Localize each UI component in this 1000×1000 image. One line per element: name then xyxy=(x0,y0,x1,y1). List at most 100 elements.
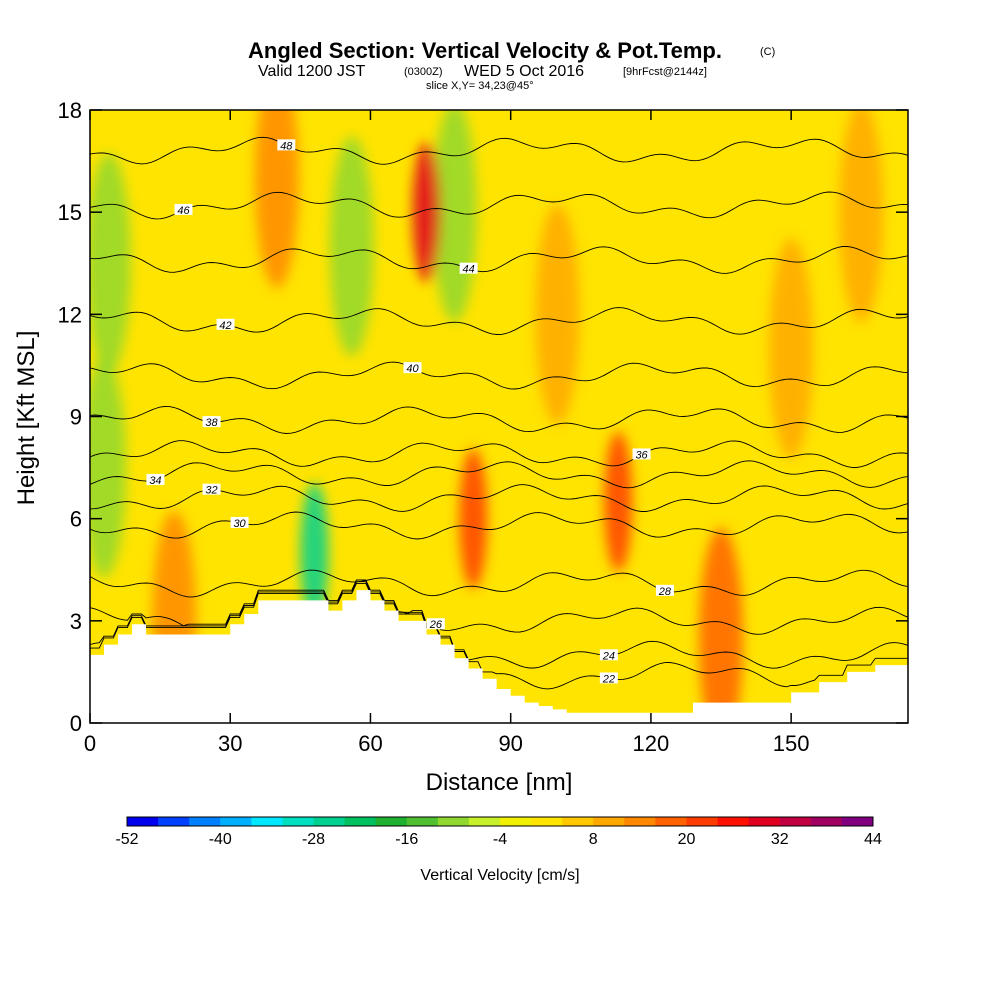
velocity-feature xyxy=(412,142,441,283)
isentrope-label-box xyxy=(599,672,618,684)
y-tick-label: 0 xyxy=(70,711,82,736)
x-tick-label: 30 xyxy=(218,731,242,756)
colorbar-swatch xyxy=(562,817,594,826)
velocity-feature xyxy=(535,204,580,425)
colorbar-tick-label: -4 xyxy=(493,831,507,848)
colorbar-swatch xyxy=(220,817,252,826)
x-axis-label: Distance [nm] xyxy=(426,769,573,796)
isentrope-label: 36 xyxy=(635,449,648,461)
colorbar-swatch xyxy=(500,817,532,826)
y-tick-label: 6 xyxy=(70,507,82,532)
velocity-feature xyxy=(769,238,814,459)
colorbar-frame xyxy=(126,816,874,827)
colorbar-tick-label: -52 xyxy=(115,831,138,848)
subtitle-utc: (0300Z) xyxy=(404,66,443,78)
colorbar xyxy=(126,816,874,827)
contour-labels: 22 24 26 28 30 32 34 36 38 40 42 44 46 48 xyxy=(146,139,674,685)
isentrope-line xyxy=(90,440,908,468)
subtitle-valid: Valid 1200 JST xyxy=(258,63,366,80)
isentrope-label-box xyxy=(459,262,478,274)
isentrope-label-box xyxy=(230,516,249,528)
y-tick-label: 15 xyxy=(58,200,82,225)
isentrope-label-box xyxy=(277,139,296,151)
chart-title: Angled Section: Vertical Velocity & Pot.… xyxy=(248,38,722,63)
colorbar-swatch xyxy=(593,817,625,826)
isentrope-label: 32 xyxy=(205,485,217,497)
isentrope-label-box xyxy=(599,649,618,661)
isentrope-label: 44 xyxy=(462,264,474,276)
isentrope-line xyxy=(90,460,908,489)
x-tick-label: 90 xyxy=(498,731,522,756)
x-tick-label: 0 xyxy=(84,731,96,756)
isentrope-label-box xyxy=(216,318,235,330)
isentrope-line xyxy=(90,569,908,598)
colorbar-tick-labels: -52 -40 -28 -16 -4 8 20 32 44 xyxy=(115,831,882,848)
colorbar-swatch xyxy=(810,817,843,826)
isentrope-line xyxy=(90,579,908,635)
x-axis-ticks: 0 30 60 90 120 150 xyxy=(84,110,810,756)
colorbar-swatch xyxy=(841,817,874,826)
isentrope-label: 26 xyxy=(429,619,443,631)
isentrope-label: 46 xyxy=(177,205,190,217)
y-tick-label: 18 xyxy=(58,98,82,123)
colorbar-swatch xyxy=(375,817,408,826)
velocity-feature xyxy=(90,357,127,578)
velocity-feature xyxy=(699,527,744,723)
isentrope-line xyxy=(90,191,908,220)
colorbar-swatch xyxy=(686,817,719,826)
isentrope-label: 34 xyxy=(149,475,161,487)
colorbar-tick-label: -40 xyxy=(209,831,232,848)
isentrope-label: 24 xyxy=(602,650,615,662)
isentrope-line xyxy=(90,246,908,274)
colorbar-label: Vertical Velocity [cm/s] xyxy=(420,867,579,884)
title-mark: (C) xyxy=(760,46,775,58)
colorbar-swatch xyxy=(313,817,346,826)
x-tick-label: 120 xyxy=(633,731,670,756)
colorbar-tick-label: 8 xyxy=(589,831,598,848)
colorbar-swatch xyxy=(748,817,781,826)
colorbar-tick-label: -28 xyxy=(302,831,325,848)
subtitle-date: WED 5 Oct 2016 xyxy=(464,63,584,80)
isentrope-label-box xyxy=(632,448,651,460)
isentrope-line xyxy=(90,136,908,165)
isentrope-label-box xyxy=(174,203,193,215)
isentrope-line xyxy=(90,361,908,390)
isentrope-label: 30 xyxy=(233,518,246,530)
colorbar-swatch xyxy=(531,817,563,826)
velocity-feature xyxy=(254,110,299,289)
y-tick-label: 12 xyxy=(58,302,82,327)
velocity-feature xyxy=(604,431,633,572)
colorbar-swatch xyxy=(251,817,283,826)
colorbar-swatch xyxy=(468,817,501,826)
colorbar-tick-label: 44 xyxy=(864,831,882,848)
y-tick-label: 9 xyxy=(70,405,82,430)
isentrope-label-box xyxy=(403,362,422,374)
isentrope-label: 40 xyxy=(406,363,419,375)
colorbar-swatch xyxy=(282,817,314,826)
colorbar-swatch xyxy=(158,817,190,826)
isentrope-label-box xyxy=(146,473,165,485)
isentrope-label-box xyxy=(202,483,221,495)
colorbar-tick-label: 20 xyxy=(678,831,696,848)
colorbar-swatch xyxy=(189,817,221,826)
velocity-feature xyxy=(329,136,374,357)
colorbar-swatch xyxy=(344,817,377,826)
isentrope-label: 38 xyxy=(205,417,218,429)
colorbar-tick-label: 32 xyxy=(771,831,789,848)
isentrope-label: 22 xyxy=(602,673,615,685)
colorbar-tick-label: -16 xyxy=(395,831,418,848)
colorbar-swatch xyxy=(127,817,159,826)
velocity-feature xyxy=(90,153,131,374)
colorbar-swatch xyxy=(406,817,439,826)
isentrope-line xyxy=(90,581,908,669)
isentrope-label-box xyxy=(426,618,445,630)
velocity-feature xyxy=(839,110,884,323)
y-axis-label: Height [Kft MSL] xyxy=(13,331,40,506)
colorbar-swatch xyxy=(717,817,750,826)
colorbar-swatch xyxy=(779,817,812,826)
y-tick-label: 3 xyxy=(70,609,82,634)
isentrope-line xyxy=(90,582,908,690)
velocity-feature xyxy=(300,482,329,623)
terrain-mask xyxy=(90,590,908,723)
